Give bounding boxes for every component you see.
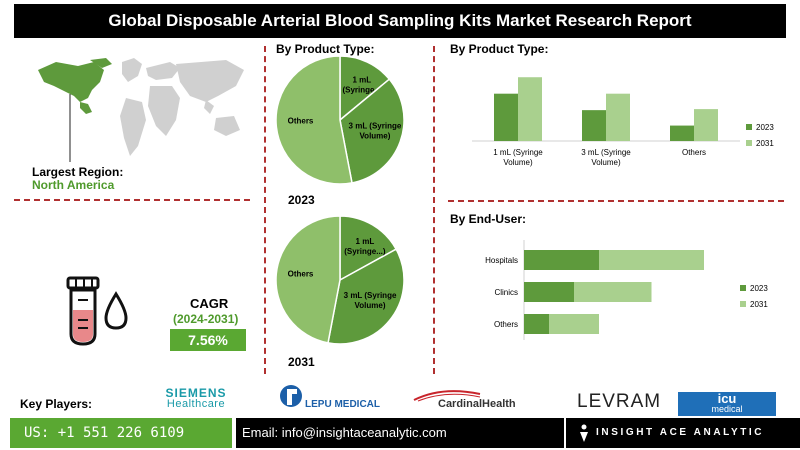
column-category-label-3: Others — [682, 148, 706, 157]
pie-slice-1 — [339, 215, 398, 282]
bar-2023-1 — [524, 250, 599, 270]
column-bar-2023-1 — [494, 93, 518, 141]
pie-slice-3 — [276, 215, 341, 344]
column-category-label-2: 3 mL (Syringe Volume) — [581, 148, 631, 167]
bar-category-label-3: Others — [494, 320, 518, 329]
bar-category-label-2-line: Clinics — [494, 288, 518, 297]
pie-slice-label-2: 3 mL (Syringe Volume) — [349, 122, 402, 141]
column-category-label-1-line: 1 mL (Syringe — [493, 148, 543, 157]
siemens-logo-text: SIEMENS — [165, 386, 227, 400]
largest-region-label: Largest Region: — [32, 165, 124, 179]
pie-slice-label-1-line: 1 mL — [352, 75, 371, 84]
bar-legend-swatch-2023 — [740, 285, 746, 291]
column-bar-2031-1 — [518, 77, 542, 141]
pie-slice-label-2-line: Volume) — [359, 132, 390, 141]
key-players-label: Key Players: — [20, 397, 93, 411]
cardinal-health-swoosh-icon — [413, 390, 481, 402]
bar-chart-title: By End-User: — [450, 212, 527, 226]
pie-chart-2031: 1 mL (Syringe...) 3 mL (Syringe Volume) Othe… — [276, 215, 405, 345]
blood-sample-icon — [66, 276, 128, 346]
divider-right-horizontal — [448, 200, 784, 202]
pie-caption-2023: 2023 — [288, 193, 315, 207]
icu-logo-subtext: medical — [711, 404, 743, 414]
largest-region-value: North America — [32, 178, 115, 192]
pie-slice-label-2-line: 3 mL (Syringe — [349, 122, 402, 131]
column-legend-label-2031: 2031 — [756, 139, 774, 148]
column-legend-label-2023: 2023 — [756, 123, 774, 132]
pie-slice-2 — [327, 248, 405, 345]
pie-slice-label-1: 1 mL (Syringe...) — [344, 237, 386, 256]
footer-email: Email: info@insightaceanalytic.com — [236, 418, 564, 448]
pie-slice-2 — [339, 78, 405, 184]
pie-slice-1 — [339, 55, 391, 122]
divider-right — [433, 46, 435, 374]
bar-2031-2 — [574, 282, 652, 302]
siemens-logo-subtext: Healthcare — [166, 398, 226, 410]
column-category-label-2-line: 3 mL (Syringe — [581, 148, 631, 157]
bar-2031-3 — [549, 314, 599, 334]
pie-slice-3 — [276, 55, 353, 185]
page-title: Global Disposable Arterial Blood Samplin… — [14, 4, 786, 38]
bar-category-label-1-line: Hospitals — [485, 256, 518, 265]
lepu-logo-text: LEPU MEDICAL — [305, 399, 380, 410]
lepu-logo-icon — [280, 385, 302, 407]
column-chart-product-type: 1 mL (Syringe Volume)3 mL (Syringe Volume)… — [472, 77, 774, 167]
bar-legend-swatch-2031 — [740, 301, 746, 307]
pie-slice-label-3: Others — [288, 269, 314, 278]
pie-slice-label-3: Others — [288, 117, 314, 126]
pie-slice-label-2-line: 3 mL (Syringe — [344, 291, 397, 300]
column-bar-2031-3 — [694, 109, 718, 141]
bar-category-label-2: Clinics — [494, 288, 518, 297]
footer-phone: US: +1 551 226 6109 — [10, 418, 232, 448]
icu-logo-text: icu — [717, 391, 737, 406]
pie-slice-label-1-line: (Syringe...) — [344, 247, 386, 256]
levram-logo-text: LEVRAM — [577, 391, 662, 412]
pie-slice-label-3-line: Others — [288, 269, 314, 278]
pie-chart-2023: 1 mL (Syringe... 3 mL (Syringe Volume) Other… — [276, 55, 405, 185]
column-category-label-2-line: Volume) — [591, 158, 621, 167]
icu-medical-logo: icu medical — [678, 392, 776, 416]
bar-2023-2 — [524, 282, 574, 302]
column-legend-swatch-2023 — [746, 124, 752, 130]
world-map-icon — [38, 58, 244, 162]
bar-legend-label-2031: 2031 — [750, 300, 768, 309]
bar-category-label-1: Hospitals — [485, 256, 518, 265]
column-category-label-3-line: Others — [682, 148, 706, 157]
bar-2031-1 — [599, 250, 704, 270]
column-chart-title: By Product Type: — [450, 42, 549, 56]
pie-slice-label-1-line: (Syringe... — [342, 85, 381, 94]
column-legend-swatch-2031 — [746, 140, 752, 146]
brand-name: INSIGHT ACE ANALYTIC — [596, 427, 765, 438]
column-bar-2031-2 — [606, 93, 630, 141]
divider-left — [264, 46, 266, 374]
footer-brand: INSIGHT ACE ANALYTIC — [566, 418, 800, 448]
cagr-period: (2024-2031) — [173, 312, 239, 326]
column-bar-2023-2 — [582, 110, 606, 141]
bar-chart-end-user: Hospitals Clinics Others 2023 2031 — [485, 240, 768, 340]
cagr-value: 7.56% — [170, 329, 246, 351]
pie-chart-title: By Product Type: — [276, 42, 375, 56]
siemens-logo: SIEMENS Healthcare — [146, 386, 246, 410]
pie-caption-2031: 2031 — [288, 355, 315, 369]
pie-slice-label-1-line: 1 mL — [356, 237, 375, 246]
pie-slice-label-1: 1 mL (Syringe... — [342, 75, 381, 94]
cardinal-health-logo-text: CardinalHealth — [438, 398, 516, 410]
bar-2023-3 — [524, 314, 549, 334]
bar-category-label-3-line: Others — [494, 320, 518, 329]
bar-legend-label-2023: 2023 — [750, 284, 768, 293]
pie-slice-label-2: 3 mL (Syringe Volume) — [344, 291, 397, 310]
pie-slice-label-2-line: Volume) — [355, 301, 386, 310]
brand-logo-icon — [580, 424, 588, 442]
column-category-label-1: 1 mL (Syringe Volume) — [493, 148, 543, 167]
divider-left-horizontal — [14, 199, 250, 201]
column-bar-2023-3 — [670, 125, 694, 141]
cagr-label: CAGR — [190, 296, 229, 311]
pie-slice-label-3-line: Others — [288, 117, 314, 126]
column-category-label-1-line: Volume) — [503, 158, 533, 167]
